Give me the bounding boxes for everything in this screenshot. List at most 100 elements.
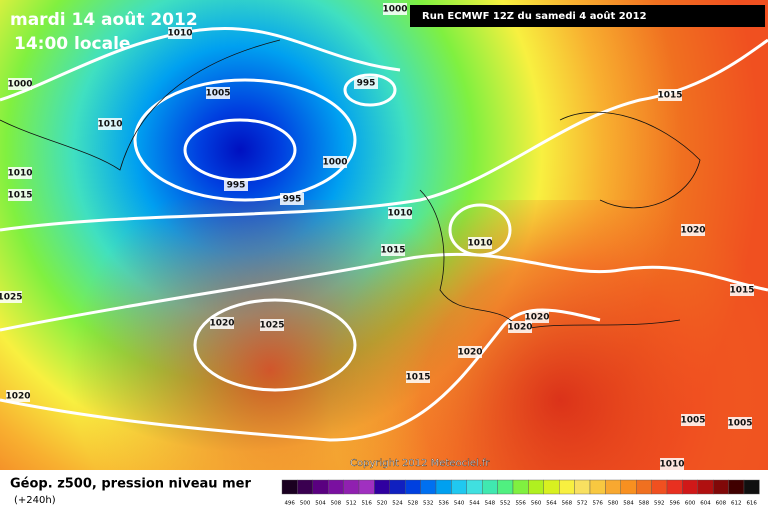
legend-label: 516 bbox=[361, 501, 372, 507]
isobar-label-bg bbox=[468, 237, 492, 249]
isobars bbox=[0, 26, 768, 442]
isobar-label: 1025 bbox=[0, 293, 23, 303]
legend-swatch bbox=[528, 479, 545, 495]
isobar-label: 995 bbox=[227, 181, 246, 191]
isobar-label: 1010 bbox=[7, 169, 32, 179]
legend-swatch bbox=[312, 479, 329, 495]
legend-swatch bbox=[713, 479, 729, 495]
legend-label: 504 bbox=[315, 501, 326, 507]
copyright: Copyright 2012 Meteociel.fr bbox=[350, 458, 491, 469]
legend-swatch bbox=[666, 479, 683, 495]
legend-swatch bbox=[636, 479, 652, 495]
legend-label: 556 bbox=[515, 501, 526, 507]
legend-label: 604 bbox=[700, 501, 711, 507]
legend-label: 600 bbox=[685, 501, 696, 507]
legend-swatch bbox=[466, 479, 483, 495]
isobar-label: 1010 bbox=[659, 460, 684, 470]
isobar-label: 1010 bbox=[167, 29, 192, 39]
legend-label: 524 bbox=[392, 501, 403, 507]
field-high bbox=[0, 200, 768, 470]
legend-label: 536 bbox=[438, 501, 449, 507]
legend-label: 588 bbox=[639, 501, 650, 507]
legend-label: 592 bbox=[654, 501, 665, 507]
legend-swatch bbox=[405, 479, 421, 495]
coastlines bbox=[0, 39, 701, 331]
legend-swatch bbox=[743, 479, 760, 495]
isobar-label-bg bbox=[383, 3, 407, 15]
legend-swatch bbox=[543, 479, 560, 495]
isobar-label: 995 bbox=[357, 79, 376, 89]
legend-swatch bbox=[389, 479, 406, 495]
legend-swatch bbox=[512, 479, 529, 495]
run-text: Run ECMWF 12Z du samedi 4 août 2012 bbox=[422, 10, 647, 22]
isobar-label-bg bbox=[224, 179, 248, 191]
legend-label: 540 bbox=[454, 501, 465, 507]
legend-label: 512 bbox=[346, 501, 357, 507]
legend-label: 560 bbox=[531, 501, 542, 507]
time: 14:00 locale bbox=[14, 34, 130, 54]
isobar-label: 1000 bbox=[7, 80, 32, 90]
isobar-label: 1020 bbox=[209, 319, 234, 329]
legend-label: 568 bbox=[562, 501, 573, 507]
isobar-label-bg bbox=[0, 291, 22, 303]
legend-swatch bbox=[451, 479, 467, 495]
legend-swatch bbox=[682, 479, 699, 495]
isobar-label: 1000 bbox=[322, 158, 347, 168]
isobar-label-bg bbox=[354, 77, 378, 89]
legend-swatch bbox=[651, 479, 668, 495]
isobar-label-bg bbox=[730, 284, 754, 296]
legend-label: 616 bbox=[746, 501, 757, 507]
isobar-label-bg bbox=[681, 224, 705, 236]
legend-swatch bbox=[559, 479, 575, 495]
isobar-label: 995 bbox=[283, 195, 302, 205]
isobar-label-bg bbox=[8, 167, 32, 179]
isobar-label: 1015 bbox=[405, 373, 430, 383]
isobar-label-bg bbox=[728, 417, 752, 429]
legend-label: 508 bbox=[331, 501, 342, 507]
isobar-label-bg bbox=[8, 189, 32, 201]
isobar-label: 1020 bbox=[457, 348, 482, 358]
isobar-label: 1020 bbox=[5, 392, 30, 402]
legend-label: 520 bbox=[377, 501, 388, 507]
legend-label: 548 bbox=[485, 501, 496, 507]
legend-swatch bbox=[697, 479, 714, 495]
legend-swatch bbox=[374, 479, 390, 495]
isobar-label-bg bbox=[6, 390, 30, 402]
legend-label: 496 bbox=[284, 501, 295, 507]
isobar-label: 1010 bbox=[467, 239, 492, 249]
legend-swatch bbox=[605, 479, 622, 495]
isobar-label: 1010 bbox=[97, 120, 122, 130]
legend-swatch bbox=[574, 479, 591, 495]
legend-label: 532 bbox=[423, 501, 434, 507]
isobar-label: 1020 bbox=[524, 313, 549, 323]
isobar-label: 1025 bbox=[259, 321, 284, 331]
legend-label: 552 bbox=[500, 501, 511, 507]
legend-label: 596 bbox=[669, 501, 680, 507]
footer-lead: (+240h) bbox=[14, 495, 56, 506]
isobar-label: 1015 bbox=[729, 286, 754, 296]
isobar-label-bg bbox=[660, 458, 684, 470]
legend-swatch bbox=[482, 479, 498, 495]
isobar-label: 1005 bbox=[727, 419, 752, 429]
legend-label: 612 bbox=[731, 501, 742, 507]
isobar-label-bg bbox=[8, 78, 32, 90]
legend-swatch bbox=[497, 479, 514, 495]
isobar-label-bg bbox=[381, 244, 405, 256]
isobar-label: 1015 bbox=[7, 191, 32, 201]
isobar-label-bg bbox=[525, 311, 549, 323]
legend-swatch bbox=[297, 479, 313, 495]
isobar-label-bg bbox=[681, 414, 705, 426]
legend-swatch bbox=[589, 479, 606, 495]
isobar-label-bg bbox=[406, 371, 430, 383]
run-banner bbox=[410, 5, 765, 27]
isobar-label: 1010 bbox=[387, 209, 412, 219]
legend-label: 580 bbox=[608, 501, 619, 507]
isobar-label-bg bbox=[280, 193, 304, 205]
legend-swatch bbox=[728, 479, 745, 495]
isobar-label: 1000 bbox=[382, 5, 407, 15]
isobar-label-bg bbox=[458, 346, 482, 358]
isobar-label-bg bbox=[658, 89, 682, 101]
legend-swatch bbox=[620, 479, 637, 495]
isobar-label: 1005 bbox=[680, 416, 705, 426]
